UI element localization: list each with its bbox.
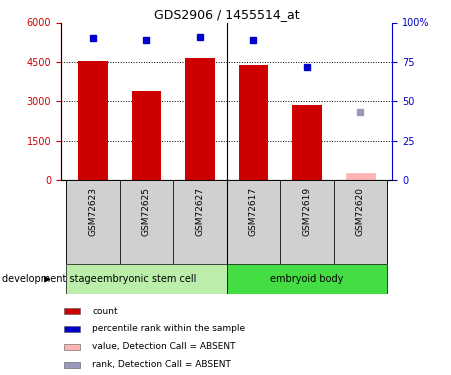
Title: GDS2906 / 1455514_at: GDS2906 / 1455514_at [154,8,299,21]
Bar [120,180,173,264]
Text: GSM72617: GSM72617 [249,187,258,236]
Text: GSM72620: GSM72620 [356,187,365,236]
Bar [64,326,80,332]
Text: development stage: development stage [2,274,97,284]
Bar [334,180,387,264]
Text: GSM72627: GSM72627 [195,187,204,236]
Bar [64,362,80,368]
Bar [66,180,120,264]
Text: GSM72619: GSM72619 [302,187,311,236]
Bar [173,180,227,264]
Text: count: count [92,307,118,316]
Bar [227,264,387,294]
Text: embryoid body: embryoid body [270,274,344,284]
Bar [64,308,80,314]
Text: value, Detection Call = ABSENT: value, Detection Call = ABSENT [92,342,236,351]
Bar [64,344,80,350]
Bar [66,264,227,294]
Bar [292,105,322,180]
Bar [345,172,375,180]
Text: GSM72623: GSM72623 [88,187,97,236]
Bar [280,180,334,264]
Text: GSM72625: GSM72625 [142,187,151,236]
Bar [132,91,161,180]
Bar [185,58,215,180]
Text: percentile rank within the sample: percentile rank within the sample [92,324,245,333]
Bar [227,180,280,264]
Bar [78,62,108,180]
Bar [239,65,268,180]
Text: embryonic stem cell: embryonic stem cell [97,274,196,284]
Text: rank, Detection Call = ABSENT: rank, Detection Call = ABSENT [92,360,231,369]
